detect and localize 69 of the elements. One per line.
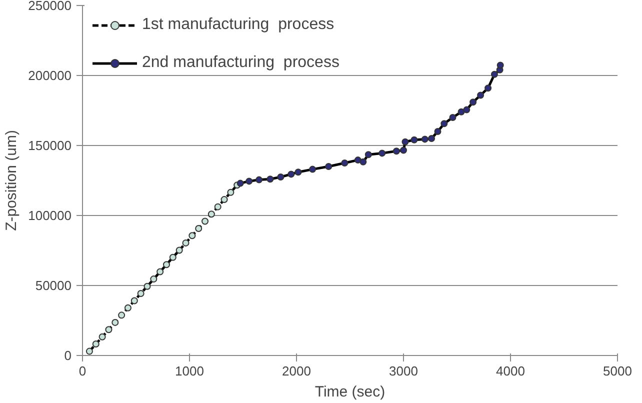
point — [364, 151, 372, 158]
point — [188, 232, 196, 240]
point — [470, 98, 477, 106]
point — [458, 108, 465, 116]
point — [428, 135, 436, 142]
point — [400, 146, 407, 154]
point — [236, 180, 244, 187]
point — [378, 150, 386, 157]
x-tick-label: 0 — [78, 364, 86, 378]
point — [354, 156, 362, 164]
point — [309, 166, 316, 173]
y-tick-label: 250000 — [28, 0, 72, 13]
point — [92, 340, 100, 348]
point — [484, 84, 492, 92]
point — [341, 160, 348, 166]
point — [150, 276, 158, 283]
point — [118, 312, 126, 319]
point — [294, 168, 302, 176]
point — [440, 120, 448, 128]
point — [162, 261, 170, 268]
point — [220, 196, 228, 204]
legend-label: 2nd manufacturing process — [142, 54, 340, 72]
point — [227, 188, 234, 196]
y-axis-title: Z-position (um) — [3, 130, 20, 231]
x-tick-label: 4000 — [496, 364, 525, 378]
point — [130, 297, 138, 304]
point — [325, 163, 332, 170]
point — [477, 92, 484, 99]
point — [124, 304, 132, 312]
point — [246, 178, 253, 185]
point — [86, 348, 93, 355]
x-tick-label: 1000 — [175, 364, 204, 378]
point — [256, 176, 263, 184]
y-tick-label: 150000 — [28, 138, 72, 153]
y-tick-label: 0 — [64, 348, 72, 363]
point — [169, 254, 176, 261]
point — [137, 290, 144, 297]
point — [496, 62, 504, 69]
point — [156, 268, 164, 276]
point — [266, 176, 274, 183]
point — [105, 326, 112, 334]
point — [449, 114, 456, 121]
x-tick-label: 5000 — [603, 364, 632, 378]
point — [392, 148, 400, 155]
y-tick-label: 100000 — [28, 208, 72, 223]
point — [288, 170, 295, 178]
legend-label: 1st manufacturing process — [142, 16, 334, 34]
x-tick-label: 2000 — [282, 364, 311, 378]
point — [421, 136, 428, 143]
point — [202, 218, 209, 225]
point — [490, 70, 498, 78]
point — [402, 138, 409, 146]
y-tick-label: 50000 — [35, 278, 72, 293]
y-tick-label: 200000 — [28, 68, 72, 83]
x-tick-label: 3000 — [389, 364, 418, 378]
point — [463, 106, 470, 114]
point — [277, 174, 284, 180]
point — [144, 282, 151, 290]
point — [112, 318, 119, 326]
point — [195, 225, 202, 232]
x-axis-title: Time (sec) — [314, 384, 386, 400]
point — [98, 333, 106, 340]
point — [410, 136, 418, 144]
point — [214, 203, 222, 210]
point — [360, 158, 367, 166]
point — [208, 210, 215, 218]
point — [176, 246, 183, 254]
point — [182, 239, 190, 246]
point — [434, 128, 442, 135]
